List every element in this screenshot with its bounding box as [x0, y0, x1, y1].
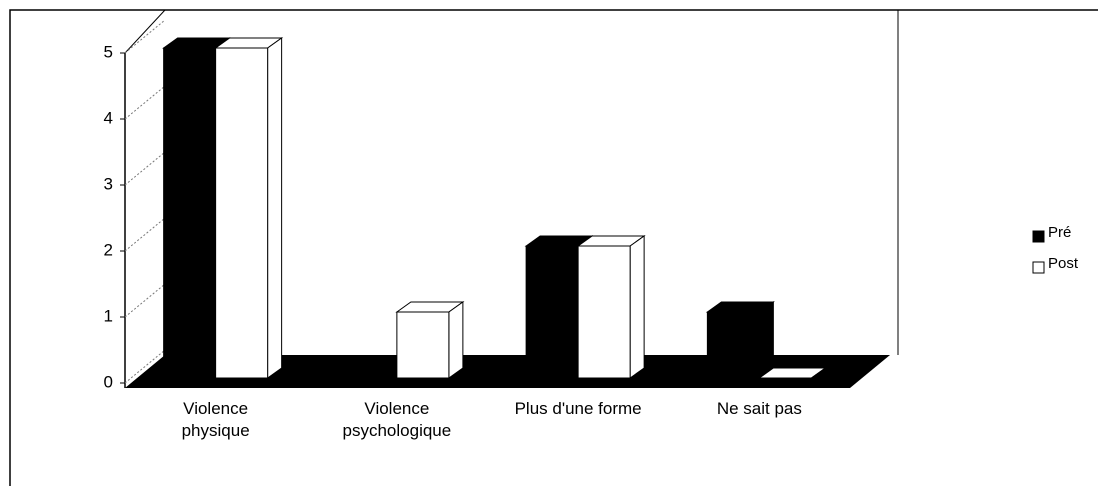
side-wall: [124, 9, 166, 54]
y-tick-label: 4: [104, 108, 113, 127]
bar-front: [525, 245, 579, 379]
y-tick-label: 0: [104, 372, 113, 391]
grid-line: [124, 85, 166, 120]
bar: [395, 301, 465, 379]
y-tick-label: 1: [104, 306, 113, 325]
legend-label: Post: [1048, 255, 1079, 272]
grid-line: [124, 151, 166, 186]
x-tick-label: Violence psychologique: [342, 399, 452, 440]
y-tick-label: 3: [104, 174, 113, 193]
y-tick-label: 5: [104, 42, 113, 61]
back-wall: [165, 9, 899, 355]
grid-line: [124, 283, 166, 318]
legend-swatch: [1032, 230, 1045, 243]
bar: [576, 235, 646, 379]
y-tick-label: 2: [104, 240, 113, 259]
x-tick-label: Violence physique: [181, 399, 250, 440]
bar-side: [811, 367, 826, 379]
legend-swatch: [1032, 261, 1045, 274]
legend-label: Pré: [1048, 224, 1071, 241]
bar-front: [215, 47, 269, 379]
bar-side: [758, 301, 774, 379]
bar: [705, 301, 775, 379]
x-tick-label: Plus d'une forme: [514, 399, 642, 418]
bar-side: [267, 37, 283, 379]
bar-front: [577, 245, 631, 379]
x-tick-label: Ne sait pas: [716, 399, 802, 418]
bar-side: [629, 235, 645, 379]
bar-side: [448, 301, 464, 379]
grid-line: [124, 217, 166, 252]
floor: [125, 355, 890, 388]
bar-front: [163, 47, 217, 379]
bar-front: [706, 311, 760, 379]
grid-line: [124, 349, 166, 384]
bar-front: [396, 311, 450, 379]
bar: [757, 367, 827, 379]
bar: [214, 37, 284, 379]
grid-line: [124, 19, 166, 54]
